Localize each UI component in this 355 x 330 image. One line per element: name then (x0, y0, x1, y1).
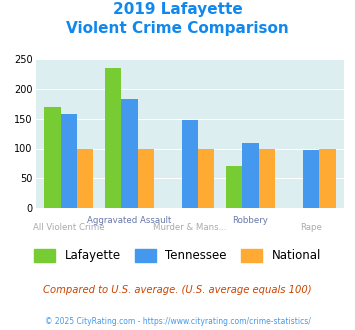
Bar (121, 99, 137, 208)
Bar (182, 120, 198, 208)
Bar (105, 68, 121, 208)
Bar (226, 166, 242, 208)
Legend: Lafayette, Tennessee, National: Lafayette, Tennessee, National (29, 244, 326, 267)
Text: Aggravated Assault: Aggravated Assault (87, 216, 171, 225)
Bar (61, 114, 77, 208)
Text: Violent Crime Comparison: Violent Crime Comparison (66, 21, 289, 36)
Text: 2019 Lafayette: 2019 Lafayette (113, 2, 242, 16)
Bar (259, 148, 275, 208)
Bar (77, 148, 93, 208)
Bar (44, 107, 61, 208)
Text: All Violent Crime: All Violent Crime (33, 223, 105, 232)
Text: Murder & Mans...: Murder & Mans... (153, 223, 227, 232)
Text: Robbery: Robbery (233, 216, 268, 225)
Text: © 2025 CityRating.com - https://www.cityrating.com/crime-statistics/: © 2025 CityRating.com - https://www.city… (45, 317, 310, 326)
Bar (303, 150, 319, 208)
Bar (198, 148, 214, 208)
Bar (319, 148, 335, 208)
Text: Rape: Rape (300, 223, 322, 232)
Bar (242, 143, 259, 208)
Text: Compared to U.S. average. (U.S. average equals 100): Compared to U.S. average. (U.S. average … (43, 285, 312, 295)
Bar (137, 148, 154, 208)
